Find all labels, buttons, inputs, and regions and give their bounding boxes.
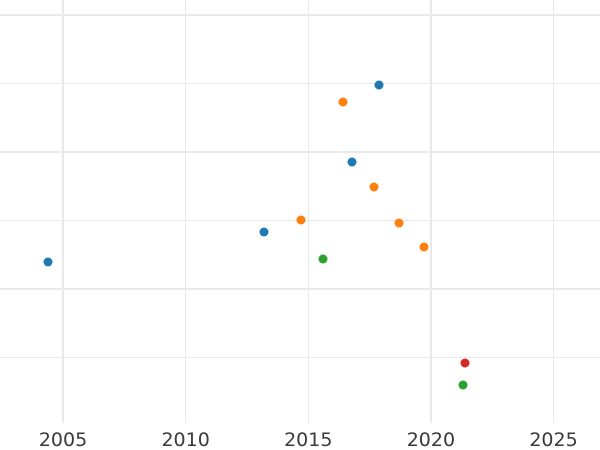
data-point-orange <box>338 97 348 107</box>
x-tick-label: 2020 <box>406 429 456 450</box>
x-tick-label: 2010 <box>161 429 210 450</box>
data-point-green <box>318 254 328 264</box>
data-point-red <box>460 358 470 368</box>
x-tick-label: 2015 <box>284 429 333 450</box>
data-point-orange <box>394 218 404 228</box>
x-tick-label: 2005 <box>38 429 88 450</box>
gridline-horizontal <box>0 151 600 153</box>
data-point-green <box>458 380 468 390</box>
data-point-blue <box>347 157 357 167</box>
data-point-orange <box>419 242 429 252</box>
data-point-orange <box>369 182 379 192</box>
x-tick-label: 2025 <box>529 429 578 450</box>
gridline-vertical <box>430 0 432 423</box>
data-point-blue <box>259 227 269 237</box>
gridline-vertical <box>62 0 64 423</box>
gridline-vertical <box>307 0 309 423</box>
gridline-vertical <box>552 0 555 423</box>
gridline-horizontal <box>0 356 600 359</box>
gridline-horizontal <box>0 288 600 290</box>
data-point-blue <box>43 257 53 267</box>
gridline-horizontal <box>0 82 600 85</box>
gridline-horizontal <box>0 14 600 16</box>
data-point-blue <box>374 80 384 90</box>
gridline-vertical <box>184 0 187 423</box>
data-point-orange <box>296 215 306 225</box>
